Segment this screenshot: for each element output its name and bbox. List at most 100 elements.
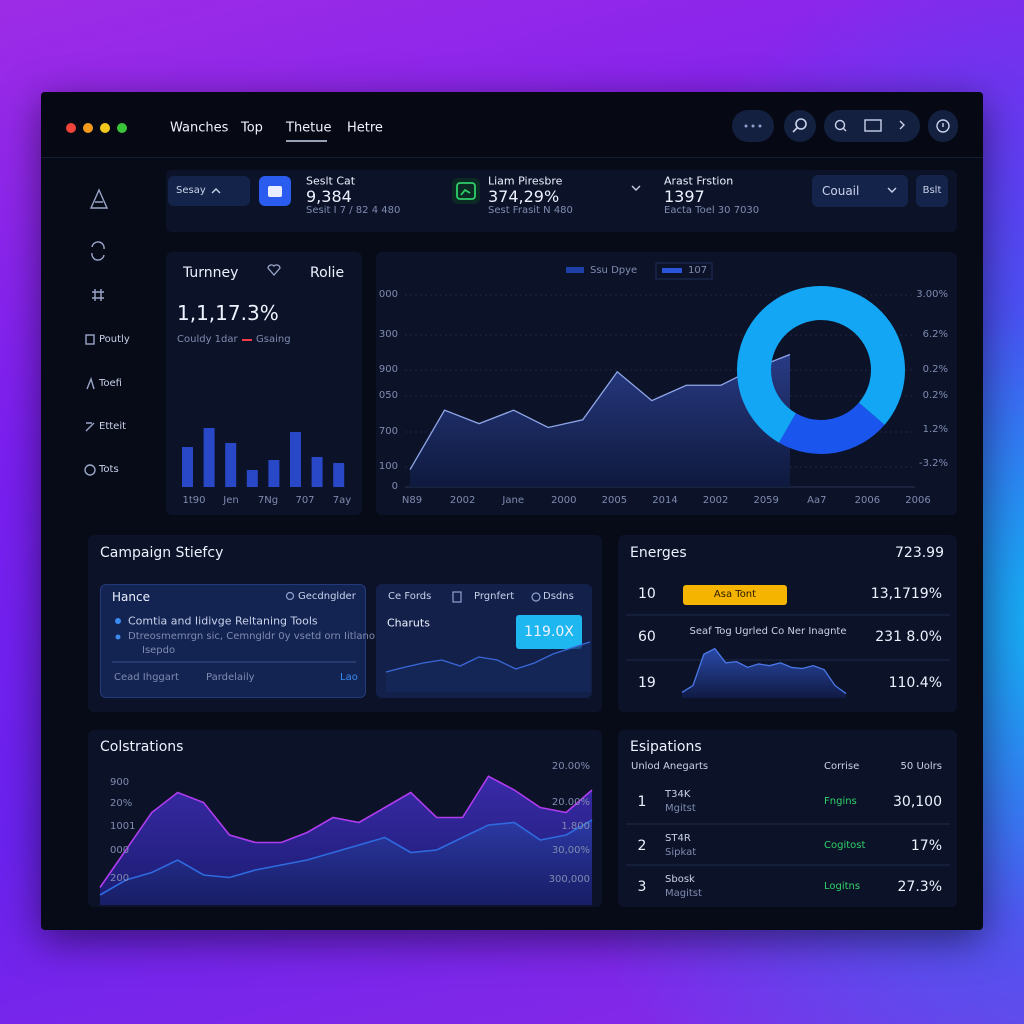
nav-item[interactable]: Wanches — [170, 120, 229, 136]
tab[interactable]: Ce Fords — [388, 591, 432, 602]
x-tick-label: 2002 — [449, 495, 476, 506]
nav-item[interactable]: Hetre — [347, 120, 383, 136]
overview-panel — [166, 252, 362, 515]
stat-value: 9,384 — [306, 187, 352, 206]
x-tick-label: 2005 — [601, 495, 628, 506]
y2-tick-label: 0.2% — [922, 390, 948, 401]
y2-tick-label: 30,00% — [551, 845, 590, 856]
y-tick-label: 900 — [110, 777, 130, 788]
row-label: 60 — [638, 629, 656, 645]
colstrations-panel — [88, 730, 602, 907]
menu-button[interactable] — [732, 110, 774, 142]
rank: 2 — [637, 838, 647, 854]
search-label[interactable]: Gecdnglder — [298, 591, 356, 602]
button-label[interactable]: Bslt — [922, 185, 942, 196]
x-tick-label: 2000 — [551, 495, 577, 506]
card-title: Hance — [112, 590, 150, 604]
y-tick-label: 000 — [110, 845, 130, 856]
badge-label: 119.0X — [524, 624, 574, 640]
panel-title: Colstrations — [100, 739, 184, 755]
y2-tick-label: 3.00% — [916, 289, 948, 300]
status: Cogitost — [824, 840, 866, 851]
search-button[interactable] — [784, 110, 816, 142]
y2-tick-label: 300,000 — [548, 874, 590, 885]
row-label: 10 — [638, 586, 656, 602]
footer-link[interactable]: Lao — [340, 672, 358, 683]
list-item: Isepdo — [142, 645, 176, 656]
y-tick-label: 000 — [378, 289, 398, 300]
status: Logitns — [824, 881, 861, 892]
nav-item[interactable]: Thetue — [286, 120, 332, 136]
y-tick-label: 100 — [378, 461, 398, 472]
tab[interactable]: Dsdns — [543, 591, 574, 602]
y-tick-label: 050 — [378, 390, 398, 401]
stat-value: 374,29% — [488, 187, 560, 206]
filter-dropdown[interactable] — [168, 176, 250, 206]
esipations-panel — [618, 730, 957, 907]
row-value: 17% — [910, 838, 942, 854]
y-tick-label: 700 — [378, 426, 398, 437]
row-note: Seaf Tog Ugrled Co Ner Inagnte — [689, 626, 847, 637]
profile-button[interactable] — [928, 110, 958, 142]
overview-value: 1,1,17.3% — [177, 301, 279, 325]
x-tick-label: 2014 — [652, 495, 678, 506]
row-label: 19 — [638, 675, 656, 691]
x-tick-label: 2006 — [854, 495, 881, 506]
y-tick-label: 200 — [110, 873, 130, 884]
footer-item: Cead Ihggart — [114, 672, 179, 683]
table-header: 50 Uolrs — [900, 761, 942, 772]
x-tick-label: N89 — [401, 495, 423, 506]
panel-title: Energes — [630, 545, 687, 561]
status: Fngins — [824, 796, 857, 807]
select-label[interactable]: Couail — [822, 184, 860, 198]
stat-label: Arast Frstion — [664, 174, 734, 188]
legend-label: Gsaing — [256, 334, 291, 345]
y2-tick-label: 1.800 — [561, 821, 590, 832]
item-name: Sbosk — [665, 874, 695, 885]
stat-sub: Sest Frasit N 480 — [488, 205, 573, 216]
y-tick-label: 1001 — [110, 821, 136, 832]
stat-icon — [452, 178, 480, 204]
sidebar-item[interactable]: Tots — [99, 464, 119, 475]
tab[interactable]: Prgnfert — [474, 591, 515, 602]
y-tick-label: 0 — [391, 481, 398, 492]
item-name: T34K — [665, 789, 691, 800]
item-name: Mgitst — [665, 803, 696, 814]
stat-sub: Eacta Toel 30 7030 — [664, 205, 760, 216]
y2-tick-label: 6.2% — [922, 329, 948, 340]
rank: 3 — [637, 879, 647, 895]
table-header: Unlod Anegarts — [631, 761, 709, 772]
y2-tick-label: 20.00% — [551, 797, 590, 808]
panel-title: Campaign Stiefcy — [100, 545, 224, 561]
list-item[interactable]: Comtia and Iidivge Reltaning Tools — [128, 614, 318, 628]
panel-action[interactable]: Rolie — [310, 265, 345, 281]
button[interactable] — [916, 175, 948, 207]
list-item: Dtreosmemrgn sic, Cemngldr 0y vsetd orn … — [128, 631, 376, 642]
card-title: Charuts — [387, 616, 430, 630]
item-name: Magitst — [665, 888, 702, 899]
footer-item: Pardelaily — [206, 672, 255, 683]
panel-total: 723.99 — [895, 545, 944, 561]
y-tick-label: 900 — [378, 364, 398, 375]
filter-label[interactable]: Sesay — [176, 185, 206, 196]
toolbar-group[interactable] — [824, 110, 920, 142]
y2-tick-label: 20.00% — [551, 761, 590, 772]
x-tick-label: 707 — [295, 495, 315, 506]
y-tick-label: 20% — [110, 798, 133, 809]
x-tick-label: 2059 — [753, 495, 779, 506]
main-chart-panel — [376, 252, 957, 515]
legend-label: 107 — [688, 265, 708, 276]
sidebar-item[interactable]: Poutly — [99, 334, 130, 345]
item-name: ST4R — [665, 833, 691, 844]
panel-title: Esipations — [630, 739, 702, 755]
legend-label: Ssu Dpye — [590, 265, 638, 276]
tag-label: Asa Tont — [713, 589, 757, 600]
overview-caption: Couldy 1dar — [177, 334, 238, 345]
nav-item[interactable]: Top — [241, 120, 263, 136]
sidebar-item[interactable]: Etteit — [99, 421, 127, 432]
row-value: 231 8.0% — [875, 629, 942, 645]
y2-tick-label: -3.2% — [918, 458, 948, 469]
tag — [683, 585, 787, 605]
sidebar-item[interactable]: Toefi — [99, 378, 122, 389]
